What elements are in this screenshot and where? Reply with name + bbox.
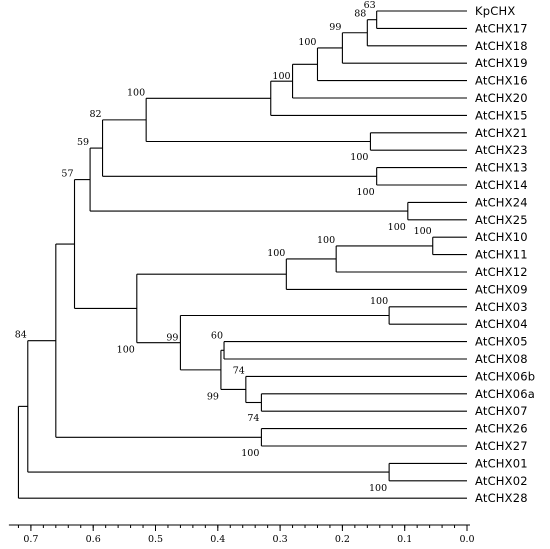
tick-label: 0.2 (335, 534, 350, 545)
leaf-label: AtCHX25 (475, 213, 528, 227)
bootstrap-value: 82 (89, 109, 101, 120)
leaf-label: AtCHX06b (475, 369, 535, 383)
bootstrap-value: 100 (414, 226, 432, 237)
tick-label: 0.3 (273, 534, 288, 545)
leaf-label: AtCHX01 (475, 456, 528, 470)
leaf-label: AtCHX02 (475, 474, 528, 488)
bootstrap-value: 99 (329, 22, 341, 33)
bootstrap-value: 100 (267, 248, 285, 259)
leaf-label: AtCHX09 (475, 282, 528, 296)
bootstrap-value: 99 (207, 391, 219, 402)
leaf-label: AtCHX14 (475, 178, 528, 192)
tick-label: 0.1 (397, 534, 412, 545)
bootstrap-value: 100 (117, 345, 135, 356)
leaf-label: AtCHX13 (475, 161, 528, 175)
branches (17, 10, 467, 499)
leaf-label: AtCHX04 (475, 317, 528, 331)
bootstrap-value: 100 (298, 37, 316, 48)
leaf-label: AtCHX10 (475, 230, 528, 244)
leaf-label: AtCHX26 (475, 422, 528, 436)
bootstrap-value: 84 (15, 330, 27, 341)
leaf-label: AtCHX16 (475, 74, 528, 88)
bootstrap-value: 100 (350, 152, 368, 163)
bootstrap-value: 100 (317, 235, 335, 246)
bootstrap-value: 100 (127, 87, 145, 98)
leaf-label: AtCHX28 (475, 491, 528, 505)
tick-label: 0.6 (86, 534, 101, 545)
leaf-label: AtCHX05 (475, 335, 528, 349)
leaf-label: AtCHX03 (475, 300, 528, 314)
leaf-label: AtCHX12 (475, 265, 528, 279)
leaf-label: AtCHX21 (475, 126, 528, 140)
leaf-label: AtCHX24 (475, 195, 528, 209)
bootstrap-value: 99 (166, 333, 178, 344)
bootstrap-value: 100 (388, 222, 406, 233)
bootstrap-value: 100 (241, 448, 259, 459)
leaf-label: AtCHX15 (475, 108, 528, 122)
leaf-label: AtCHX20 (475, 91, 528, 105)
bootstrap-value: 59 (77, 137, 89, 148)
bootstrap-value: 100 (370, 296, 388, 307)
bootstrap-value: 100 (369, 483, 387, 494)
leaf-labels: KpCHX AtCHX17 AtCHX18 AtCHX19 AtCHX16 AtCHX20… (475, 4, 535, 505)
tick-label: 0.5 (148, 534, 163, 545)
bootstrap-value: 57 (61, 169, 73, 180)
leaf-label: AtCHX23 (475, 143, 528, 157)
leaf-label: AtCHX19 (475, 56, 528, 70)
tick-label: 0.4 (210, 534, 225, 545)
leaf-label: AtCHX17 (475, 21, 528, 35)
leaf-label: AtCHX27 (475, 439, 528, 453)
leaf-label: AtCHX06a (475, 387, 535, 401)
leaf-label: AtCHX18 (475, 39, 528, 53)
bootstrap-value: 100 (357, 187, 375, 198)
bootstrap-value: 63 (364, 0, 376, 11)
leaf-label: AtCHX11 (475, 248, 528, 262)
leaf-label: KpCHX (475, 4, 515, 18)
bootstrap-value: 100 (272, 71, 290, 82)
bootstrap-value: 60 (211, 331, 223, 342)
tick-label: 0.7 (23, 534, 38, 545)
distance-axis: 0.7 0.6 0.5 0.4 0.3 0.2 0.1 0.0 (8, 524, 475, 545)
bootstrap-value: 74 (233, 365, 245, 376)
leaf-label: AtCHX07 (475, 404, 528, 418)
bootstrap-value: 88 (354, 9, 366, 20)
tick-label: 0.0 (459, 534, 474, 545)
bootstrap-value: 74 (247, 413, 259, 424)
leaf-label: AtCHX08 (475, 352, 528, 366)
